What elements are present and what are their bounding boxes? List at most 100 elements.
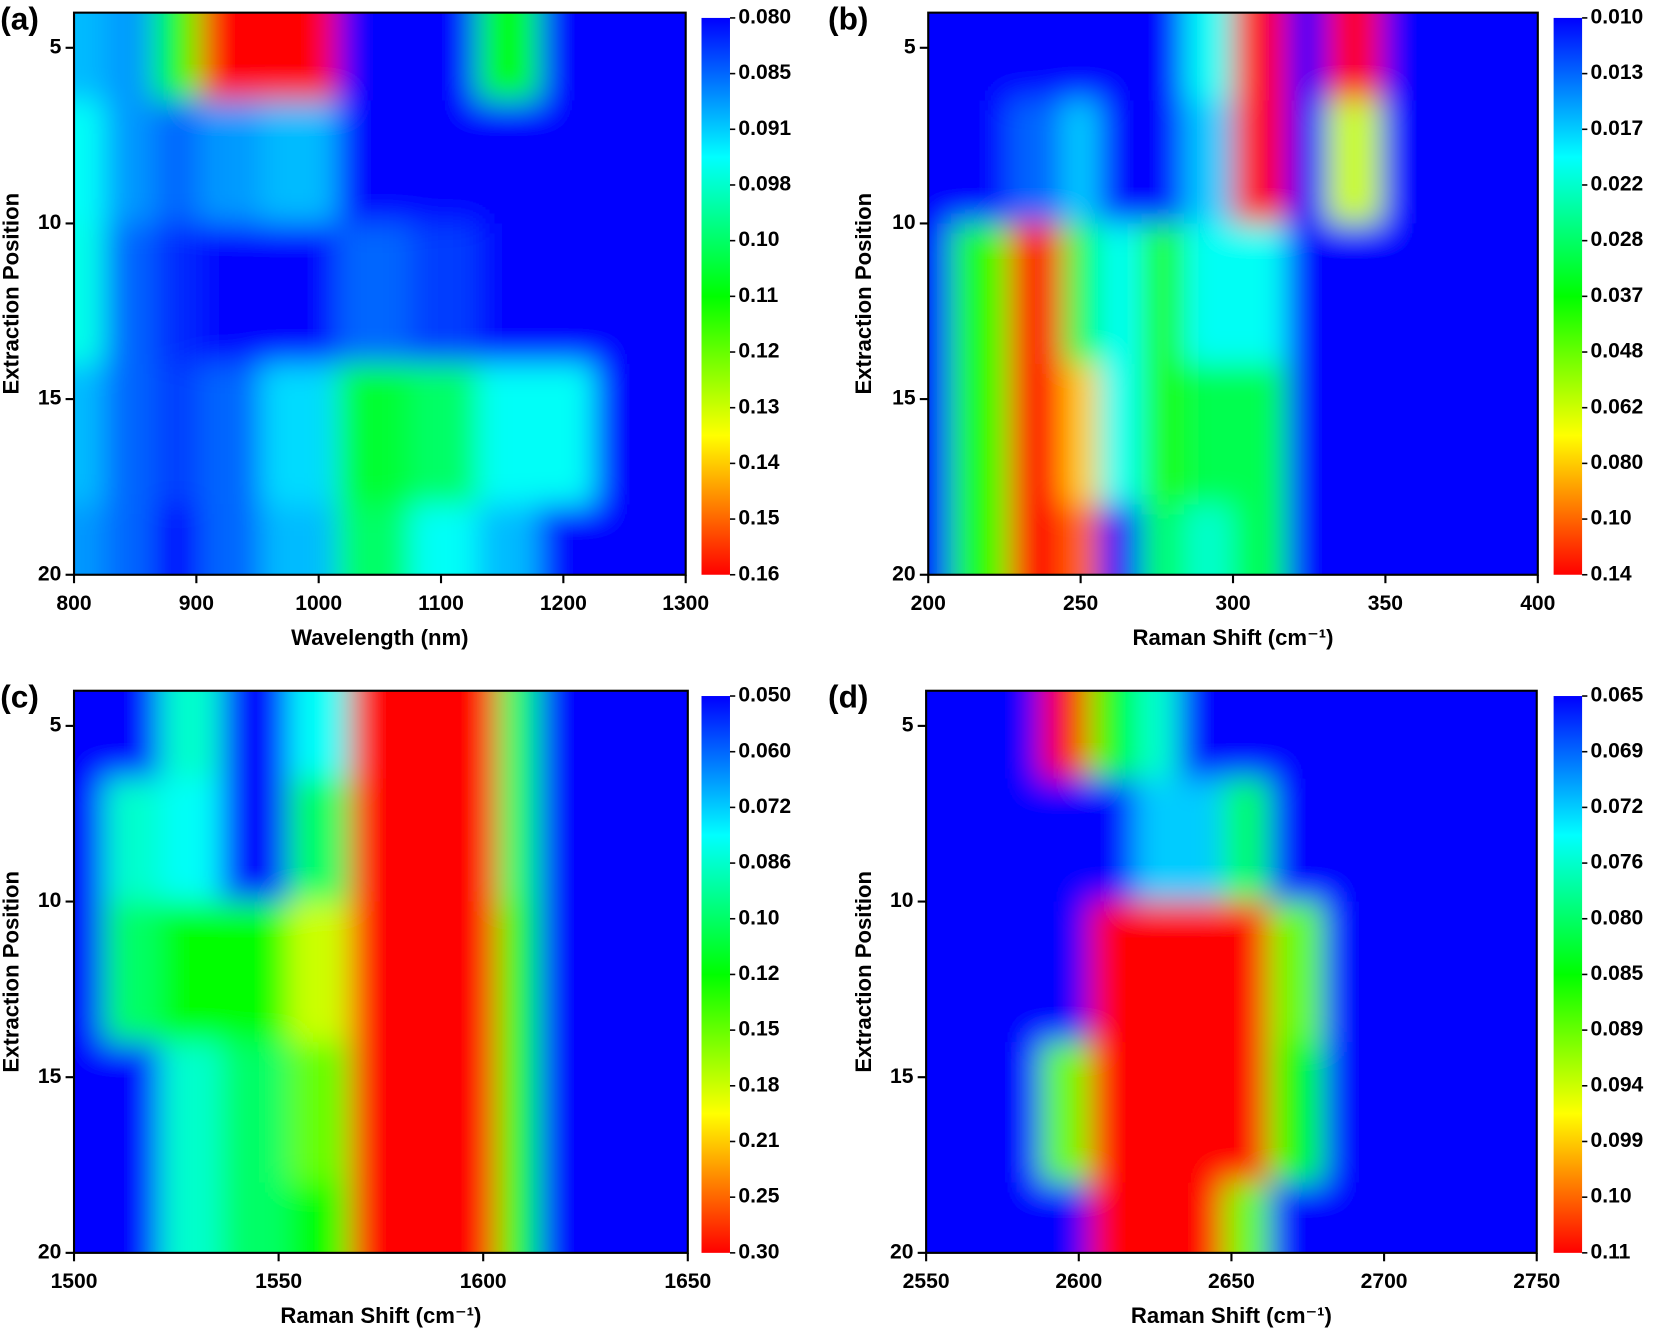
x-tick-label: 1600 <box>460 1270 507 1293</box>
contour-cell <box>538 223 595 365</box>
contour-cell <box>74 12 106 102</box>
contour-cell <box>74 363 106 506</box>
contour-cell <box>1286 363 1329 506</box>
contour-cell <box>1380 12 1478 102</box>
contour-cell <box>1327 223 1382 365</box>
contour-cell <box>1135 690 1179 780</box>
contour-cell <box>74 901 106 1043</box>
contour-cell <box>593 100 656 224</box>
contour-cell <box>104 901 161 1043</box>
colorbar-tick-label: 0.15 <box>738 507 779 530</box>
y-tick-label: 10 <box>38 889 61 912</box>
plot-frame <box>72 689 689 1254</box>
contour-cell <box>288 1042 351 1184</box>
contour-cell <box>538 901 627 1043</box>
contour-cell <box>337 12 411 102</box>
contour-cell <box>626 901 688 1043</box>
contour-cell <box>538 100 595 224</box>
contour-cell <box>288 1182 351 1253</box>
contour-cell <box>593 223 656 365</box>
contour-cell <box>1141 12 1185 102</box>
colorbar-tick-label: 0.069 <box>1591 739 1644 762</box>
contour-cell <box>971 901 1042 1043</box>
contour-cell <box>199 12 262 102</box>
colorbar-tick-label: 0.15 <box>738 1018 779 1041</box>
colorbar-tick-label: 0.013 <box>1591 61 1644 84</box>
contour-cell <box>1141 504 1185 575</box>
colorbar-tick-label: 0.11 <box>1591 1240 1631 1263</box>
contour-cell <box>104 363 155 506</box>
contour-cell <box>477 100 540 224</box>
contour-cell <box>1233 223 1287 365</box>
contour-cell <box>199 504 262 575</box>
contour-cell <box>655 223 686 365</box>
contour-field <box>926 690 1537 1253</box>
contour-cell <box>1089 690 1136 780</box>
y-tick-label: 5 <box>50 713 62 736</box>
y-axis-label: Extraction Position <box>851 193 876 395</box>
colorbar-tick-label: 0.11 <box>738 284 778 307</box>
y-tick-label: 20 <box>892 562 915 585</box>
contour-cell <box>497 778 539 903</box>
contour-cell <box>1089 1182 1136 1253</box>
contour-cell <box>462 778 499 903</box>
contour-cell <box>1233 504 1287 575</box>
plot-frame <box>72 11 687 576</box>
contour-cell <box>221 690 290 780</box>
contour-cell <box>497 1042 539 1184</box>
contour-cell <box>199 363 262 506</box>
contour-cell <box>337 223 411 365</box>
colorbar-tick-label: 0.072 <box>1591 795 1644 818</box>
x-tick-label: 1650 <box>664 1270 711 1293</box>
contour-cell <box>926 1042 973 1184</box>
contour-cell <box>1223 1182 1271 1253</box>
contour-cell <box>1380 504 1478 575</box>
colorbar-tick-label: 0.060 <box>738 739 791 762</box>
contour-cell <box>288 690 351 780</box>
contour-cell <box>74 690 106 780</box>
colorbar <box>1553 17 1583 575</box>
contour-cell <box>1184 12 1234 102</box>
x-tick-label: 2600 <box>1055 1270 1102 1293</box>
colorbar-tick-label: 0.099 <box>1591 1129 1644 1152</box>
contour-cell <box>104 1182 161 1253</box>
contour-cell <box>410 504 479 575</box>
contour-cell <box>337 100 411 224</box>
colorbar <box>701 17 730 575</box>
contour-cell <box>1445 1042 1537 1184</box>
y-tick-label: 15 <box>892 387 916 410</box>
x-tick-label: 1200 <box>540 592 587 615</box>
contour-cell <box>1178 690 1225 780</box>
contour-cell <box>260 100 338 224</box>
contour-cell <box>153 100 200 224</box>
contour-cell <box>538 363 595 506</box>
y-tick-label: 15 <box>38 387 62 410</box>
colorbar-tick-label: 0.076 <box>1591 851 1644 874</box>
contour-cell <box>1445 690 1537 780</box>
contour-cell <box>74 223 106 365</box>
contour-cell <box>497 690 539 780</box>
contour-cell <box>477 363 540 506</box>
x-tick-label: 900 <box>179 592 214 615</box>
contour-cell <box>1269 690 1324 780</box>
contour-cell <box>74 778 106 903</box>
contour-cell <box>538 504 595 575</box>
contour-cell <box>1009 363 1063 506</box>
contour-cell <box>1089 901 1136 1043</box>
contour-cell <box>926 1182 973 1253</box>
contour-cell <box>1040 901 1090 1043</box>
contour-cell <box>951 223 1010 365</box>
y-tick-label: 5 <box>904 35 916 58</box>
colorbar-tick-label: 0.048 <box>1591 340 1644 363</box>
x-tick-label: 2650 <box>1208 1270 1255 1293</box>
contour-cell <box>159 1042 222 1184</box>
colorbar-tick-label: 0.14 <box>738 451 779 474</box>
colorbar-tick-label: 0.022 <box>1591 173 1644 196</box>
contour-cell <box>655 363 686 506</box>
contour-cell <box>971 1182 1042 1253</box>
colorbar <box>701 696 730 1253</box>
contour-cell <box>1135 901 1179 1043</box>
plot-area <box>926 690 1537 1253</box>
contour-cell <box>497 1182 539 1253</box>
